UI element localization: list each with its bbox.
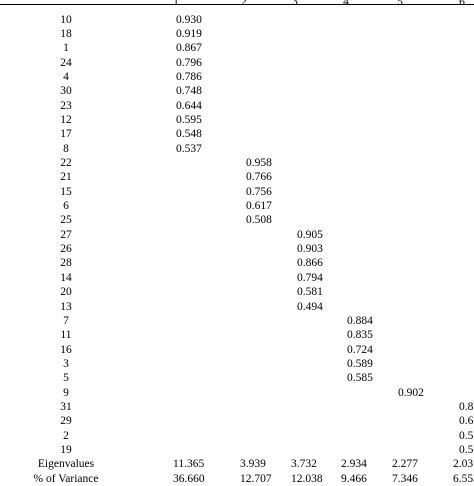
row-item-label: 2: [63, 429, 69, 442]
row-item-label: 12: [60, 113, 72, 126]
loading-value: 0.585: [347, 372, 373, 385]
row-item-label: 30: [60, 85, 72, 98]
row-item-label: 18: [60, 27, 72, 40]
loading-value: 0.748: [176, 85, 202, 98]
row-item-label: 13: [60, 300, 72, 313]
row-item-label: 29: [60, 415, 72, 428]
column-header: 5: [397, 0, 403, 8]
summary-value: 2.031: [453, 458, 474, 471]
loading-value: 0.794: [297, 271, 323, 284]
column-header: 6: [459, 0, 465, 8]
row-item-label: 23: [60, 99, 72, 112]
row-item-label: 15: [60, 185, 72, 198]
summary-value: 36.660: [173, 472, 205, 485]
row-item-label: 11: [60, 329, 72, 342]
summary-value: 9.466: [341, 472, 367, 485]
summary-value: 7.346: [392, 472, 418, 485]
loading-value: 0.581: [297, 286, 323, 299]
summary-value: 2.277: [392, 458, 418, 471]
loading-value: 0.884: [347, 314, 373, 327]
summary-value: 6.553: [453, 472, 474, 485]
row-item-label: 22: [60, 157, 72, 169]
column-header: 3: [292, 0, 298, 8]
loading-value: 0.930: [176, 13, 202, 26]
summary-value: 11.365: [173, 458, 205, 471]
loading-value: 0.620: [459, 415, 474, 428]
summary-value: 2.934: [341, 458, 367, 471]
table-top-rule: [0, 4, 474, 5]
row-item-label: 9: [63, 386, 69, 399]
row-item-label: 31: [60, 400, 72, 413]
summary-value: 12.038: [291, 472, 323, 485]
loading-value: 0.595: [176, 113, 202, 126]
loading-value: 0.724: [347, 343, 373, 356]
row-item-label: 5: [63, 372, 69, 385]
summary-value: 12.707: [240, 472, 272, 485]
loading-value: 0.537: [176, 142, 202, 155]
summary-value: 3.939: [240, 458, 266, 471]
loading-value: 0.866: [297, 257, 323, 270]
column-header: 4: [343, 0, 349, 8]
column-header: 2: [241, 0, 247, 8]
loading-value: 0.835: [347, 329, 373, 342]
row-item-label: 1: [63, 42, 69, 55]
row-item-label: 21: [60, 171, 72, 184]
loading-value: 0.508: [246, 214, 272, 227]
loading-value: 0.919: [176, 27, 202, 40]
loading-value: 0.589: [347, 357, 373, 370]
loading-value: 0.902: [398, 386, 424, 399]
loading-value: 0.644: [176, 99, 202, 112]
loading-value: 0.786: [176, 70, 202, 83]
row-item-label: 7: [63, 314, 69, 327]
row-item-label: 24: [60, 56, 72, 69]
row-item-label: 14: [60, 271, 72, 284]
loading-value: 0.865: [459, 400, 474, 413]
loading-value: 0.958: [246, 157, 272, 169]
loading-value: 0.905: [297, 228, 323, 241]
row-item-label: 4: [63, 70, 69, 83]
loading-value: 0.575: [459, 429, 474, 442]
row-item-label: 25: [60, 214, 72, 227]
row-item-label: 16: [60, 343, 72, 356]
row-item-label: 26: [60, 243, 72, 256]
loading-value: 0.494: [297, 300, 323, 313]
row-item-label: 8: [63, 142, 69, 155]
loading-value: 0.796: [176, 56, 202, 69]
loading-value: 0.548: [176, 128, 202, 141]
loading-value: 0.867: [176, 42, 202, 55]
loading-value: 0.756: [246, 185, 272, 198]
summary-value: 3.732: [291, 458, 317, 471]
loading-value: 0.563: [459, 444, 474, 456]
row-item-label: 17: [60, 128, 72, 141]
row-item-label: 19: [60, 444, 72, 456]
loading-value: 0.617: [246, 200, 272, 213]
loading-value: 0.903: [297, 243, 323, 256]
row-item-label: 10: [60, 13, 72, 26]
summary-row-label: % of Variance: [33, 472, 99, 485]
summary-row-label: Eigenvalues: [37, 458, 95, 471]
loading-value: 0.766: [246, 171, 272, 184]
column-header: 1: [173, 0, 179, 8]
row-item-label: 27: [60, 228, 72, 241]
row-item-label: 3: [63, 357, 69, 370]
row-item-label: 20: [60, 286, 72, 299]
row-item-label: 28: [60, 257, 72, 270]
row-item-label: 6: [63, 200, 69, 213]
